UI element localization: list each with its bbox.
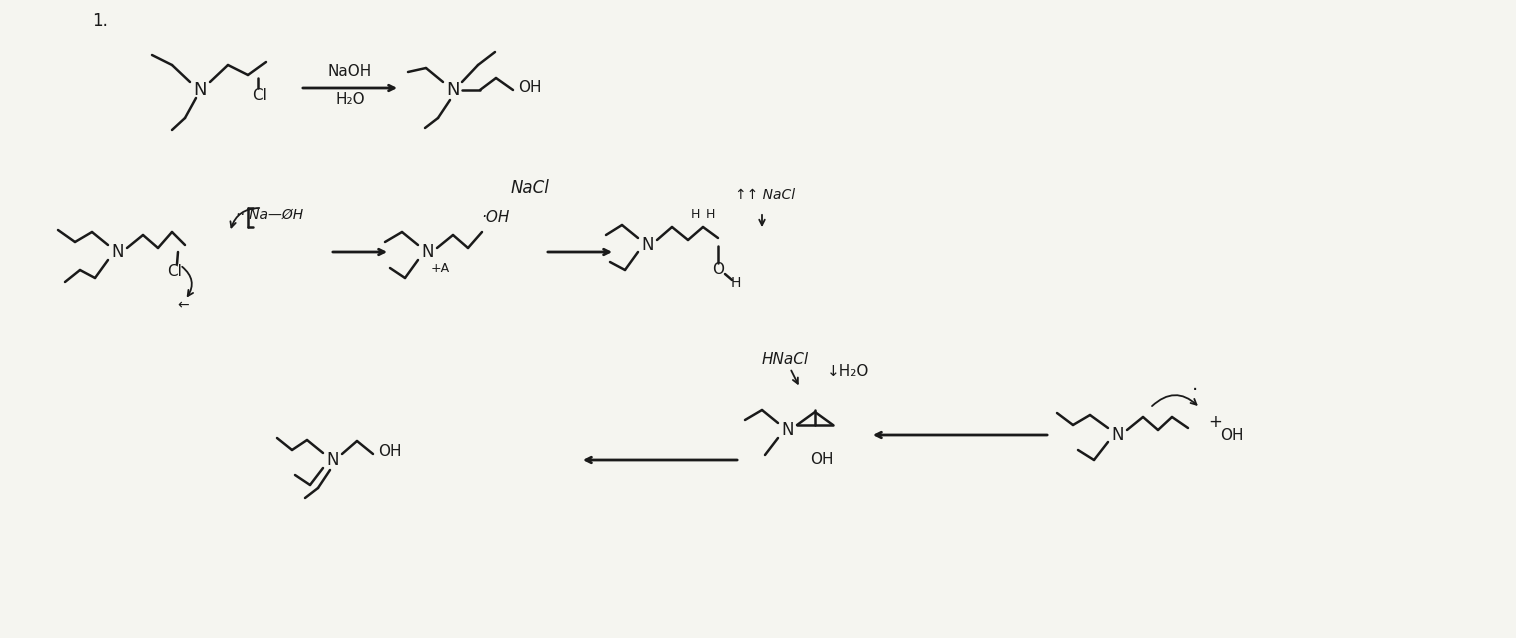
Text: NaCl: NaCl — [511, 179, 549, 197]
Text: ↓H₂O: ↓H₂O — [826, 364, 869, 380]
Text: H: H — [705, 209, 714, 221]
Text: 1.: 1. — [92, 12, 108, 30]
Text: ·OH: ·OH — [481, 211, 509, 225]
Text: N: N — [1111, 426, 1125, 444]
Text: H₂O: H₂O — [335, 93, 365, 107]
Text: Cl: Cl — [168, 265, 182, 279]
Text: ↑↑ NaCl: ↑↑ NaCl — [735, 188, 794, 202]
Text: +A: +A — [431, 262, 450, 274]
Text: HNaCl: HNaCl — [761, 353, 808, 367]
Text: OH: OH — [379, 445, 402, 459]
Text: OH: OH — [1220, 427, 1243, 443]
Text: +: + — [1208, 413, 1222, 431]
Text: N: N — [327, 451, 340, 469]
Text: OH: OH — [518, 80, 541, 96]
Text: N: N — [446, 81, 459, 99]
Text: OH: OH — [810, 452, 834, 468]
Text: ·: · — [1192, 380, 1198, 399]
Text: H: H — [731, 276, 741, 290]
Text: ·· Na—ØH: ·· Na—ØH — [236, 208, 303, 222]
Text: N: N — [641, 236, 655, 254]
Text: N: N — [112, 243, 124, 261]
Text: O: O — [713, 262, 725, 278]
Text: ←: ← — [177, 298, 190, 312]
Text: H: H — [690, 209, 700, 221]
Text: N: N — [782, 421, 794, 439]
Text: NaOH: NaOH — [327, 64, 371, 80]
Text: N: N — [421, 243, 434, 261]
Text: Cl: Cl — [253, 87, 267, 103]
Text: N: N — [193, 81, 206, 99]
